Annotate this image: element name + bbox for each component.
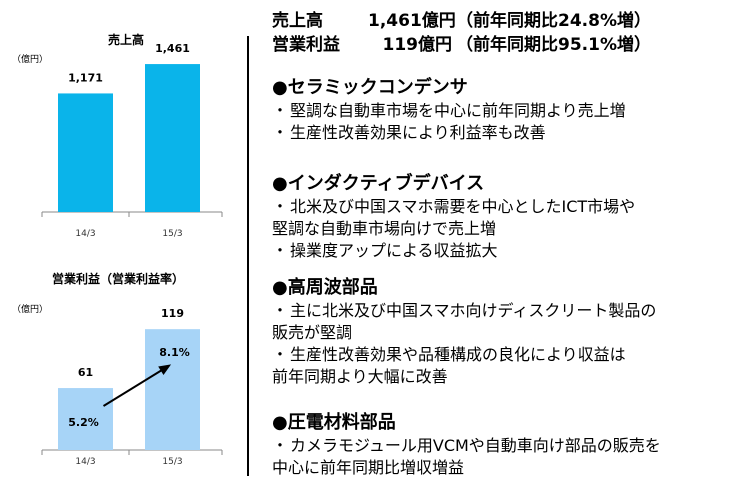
bullet-mark: ・ — [272, 436, 289, 455]
sales-chart-unit: （億円） — [12, 53, 48, 65]
bullet-text: 中心に前年同期比増収増益 — [272, 458, 465, 477]
bullet-mark: ・ — [272, 345, 289, 364]
summary-profit-line: 営業利益 119億円 （前年同期比95.1%増） — [272, 30, 651, 55]
profit-data-label: 119 — [161, 307, 184, 320]
bullet-item: ・堅調な自動車市場を中心に前年同期より売上増 — [272, 100, 742, 122]
segment-section: ●圧電材料部品・カメラモジュール用VCMや自動車向け部品の販売を中心に前年同期比… — [272, 411, 742, 479]
bullet-text: カメラモジュール用VCMや自動車向け部品の販売を — [290, 436, 661, 455]
segment-section: ●インダクティブデバイス・北米及び中国スマホ需要を中心としたICT市場や 堅調な自… — [272, 172, 742, 262]
bullet-text: 北米及び中国スマホ需要を中心としたICT市場や — [290, 197, 636, 216]
sales-data-label: 1,461 — [155, 42, 190, 55]
summary-profit-change: （前年同期比95.1%増） — [456, 35, 651, 55]
segment-heading: ●高周波部品 — [272, 277, 378, 298]
sales-tick-label: 14/3 — [75, 229, 95, 239]
profit-data-label: 61 — [78, 366, 93, 379]
profit-rate-label: 8.1% — [159, 346, 190, 359]
summary-sales-change: （前年同期比24.8%増） — [456, 11, 651, 31]
sales-data-label: 1,171 — [68, 71, 103, 84]
sales-bar — [58, 93, 113, 212]
sales-bar — [145, 64, 200, 212]
profit-bar — [58, 388, 113, 450]
segment-heading: ●圧電材料部品 — [272, 412, 396, 433]
bullet-item: ・北米及び中国スマホ需要を中心としたICT市場や堅調な自動車市場向けで売上増 — [272, 196, 742, 240]
sales-tick-label: 15/3 — [162, 229, 182, 239]
profit-tick-label: 15/3 — [162, 457, 182, 467]
bullet-text: 生産性改善効果や品種構成の良化により収益は — [290, 345, 626, 364]
bullet-mark: ・ — [272, 301, 289, 320]
summary-sales-value: 1,461億円 — [368, 11, 456, 31]
bullet-text: 操業度アップによる収益拡大 — [290, 241, 498, 260]
profit-chart-title: 営業利益（営業利益率） — [52, 271, 184, 286]
bullet-item: ・操業度アップによる収益拡大 — [272, 240, 742, 262]
bullet-mark: ・ — [272, 241, 289, 260]
summary-sales-label: 売上高 — [272, 11, 323, 31]
bullet-mark: ・ — [272, 101, 289, 120]
bullet-mark: ・ — [272, 123, 289, 142]
profit-chart-unit: （億円） — [12, 303, 48, 315]
bullet-text: 主に北米及び中国スマホ向けディスクリート製品の — [290, 301, 657, 320]
bullet-item: ・カメラモジュール用VCMや自動車向け部品の販売を中心に前年同期比増収増益 — [272, 435, 742, 479]
sales-chart-plot: 1,171 14/3 1,461 15/3 — [41, 42, 223, 239]
profit-rate-arrow-head — [158, 364, 172, 375]
summary-sales-line: 売上高 1,461億円（前年同期比24.8%増） — [272, 6, 651, 31]
sales-chart-title: 売上高 — [108, 32, 144, 47]
profit-rate-trend-arrow — [102, 365, 170, 407]
profit-rate-label: 5.2% — [68, 416, 99, 429]
segment-section: ●高周波部品・主に北米及び中国スマホ向けディスクリート製品の 販売が堅調・生産性改… — [272, 276, 742, 388]
bullet-text: 生産性改善効果により利益率も改善 — [290, 123, 546, 142]
bullet-text: 堅調な自動車市場向けで売上増 — [272, 219, 497, 238]
bullet-text: 堅調な自動車市場を中心に前年同期より売上増 — [290, 101, 626, 120]
profit-bar — [145, 329, 200, 450]
bullet-mark: ・ — [272, 197, 289, 216]
bullet-item: ・生産性改善効果により利益率も改善 — [272, 122, 742, 144]
bullet-item: ・生産性改善効果や品種構成の良化により収益は前年同期より大幅に改善 — [272, 344, 742, 388]
bullet-text: 前年同期より大幅に改善 — [272, 367, 448, 386]
segment-heading: ●インダクティブデバイス — [272, 173, 485, 194]
summary-profit-label: 営業利益 — [272, 35, 340, 55]
vertical-divider — [247, 36, 249, 476]
profit-chart-plot: 61 14/3 119 15/3 5.2% 8.1% — [41, 307, 223, 467]
bullet-text: 販売が堅調 — [272, 323, 353, 342]
bullet-item: ・主に北米及び中国スマホ向けディスクリート製品の販売が堅調 — [272, 300, 742, 344]
summary-profit-value: 119億円 — [382, 35, 453, 55]
segment-heading: ●セラミックコンデンサ — [272, 77, 468, 98]
segment-section: ●セラミックコンデンサ・堅調な自動車市場を中心に前年同期より売上増・生産性改善効… — [272, 76, 742, 144]
profit-tick-label: 14/3 — [75, 457, 95, 467]
